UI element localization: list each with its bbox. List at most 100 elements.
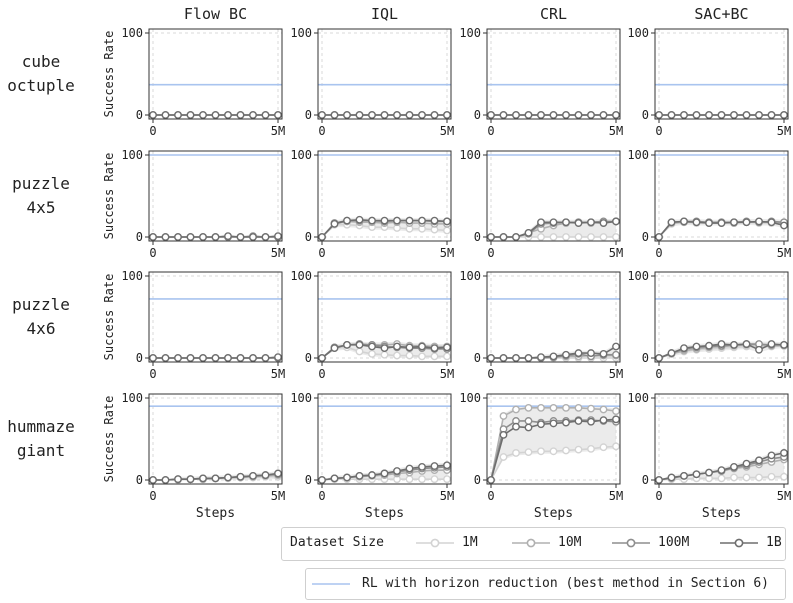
data-point-10m-5 [549, 403, 558, 412]
y-tick-label-0: 0 [474, 230, 481, 244]
y-tick-label-0: 0 [136, 473, 143, 487]
row-label-puzzle-4x6-line-1: 4x6 [27, 319, 56, 338]
data-point-1m-6 [393, 351, 401, 360]
data-point-1b-1 [330, 111, 339, 119]
y-tick-label-0: 0 [642, 351, 649, 365]
data-point-1b-7 [236, 111, 245, 119]
x-tick-label-0: 0 [655, 246, 662, 260]
x-tick-label-0: 0 [318, 367, 325, 381]
data-point-1b-8 [249, 471, 257, 480]
legend-marker-10m [512, 538, 550, 548]
x-tick-label-0: 0 [487, 489, 494, 503]
variance-band [659, 218, 784, 237]
y-tick-label-0: 0 [136, 108, 143, 122]
data-point-1b-5 [211, 111, 220, 119]
data-point-1b-0 [655, 111, 663, 119]
data-point-1m-9 [767, 472, 776, 481]
data-point-1b-1 [667, 218, 676, 227]
data-point-1b-6 [224, 473, 232, 482]
data-point-1b-4 [705, 219, 713, 227]
panel-sac-bc-puzzle-4x5: 0 100 0 5M [627, 148, 791, 260]
panel-iql-puzzle-4x5: 0 100 0 5M [290, 148, 454, 260]
data-point-1m-7 [742, 473, 751, 482]
panel-crl-hummaze-giant: 0 100 0 5M Steps [459, 391, 623, 521]
data-point-1b-4 [537, 111, 545, 119]
data-point-1b-10 [274, 232, 282, 241]
data-point-1b-7 [405, 216, 414, 225]
y-tick-label-1: 100 [121, 391, 143, 405]
data-point-1b-9 [599, 349, 608, 358]
row-label-puzzle-4x5-line-1: 4x5 [27, 198, 56, 217]
row-label-puzzle-4x5-line-0: puzzle [12, 174, 70, 193]
panel-frame [486, 150, 621, 242]
data-point-1b-10 [780, 111, 788, 119]
data-point-1b-2 [343, 111, 351, 119]
x-tick-label-1: 5M [777, 489, 791, 503]
data-point-1b-7 [574, 111, 583, 119]
panel-frame [148, 271, 283, 363]
data-point-1b-1 [499, 354, 508, 362]
data-point-1b-3 [186, 354, 195, 362]
data-point-1b-4 [705, 111, 713, 119]
data-point-1b-2 [512, 233, 520, 241]
data-point-1b-9 [430, 216, 439, 225]
y-axis-label: Success Rate [102, 396, 116, 483]
data-point-1b-9 [430, 344, 439, 353]
panel-frame [486, 393, 621, 485]
data-point-1b-6 [224, 354, 232, 362]
data-point-1b-3 [524, 111, 533, 119]
x-tick-label-0: 0 [318, 124, 325, 138]
data-point-1b-1 [499, 111, 508, 119]
y-tick-label-1: 100 [290, 269, 312, 283]
data-point-1b-7 [742, 340, 751, 348]
data-point-1b-0 [655, 233, 663, 241]
legend-label-1b: 1B [766, 535, 782, 550]
y-tick-label-0: 0 [474, 351, 481, 365]
data-point-1b-6 [393, 216, 401, 225]
data-point-1b-2 [343, 340, 351, 349]
panel-frame [148, 150, 283, 242]
y-tick-label-1: 100 [627, 269, 649, 283]
data-point-1m-6 [730, 473, 738, 482]
data-point-1b-2 [680, 111, 688, 119]
panel-sac-bc-puzzle-4x6: 0 100 0 5M [627, 269, 791, 381]
data-point-1m-9 [599, 233, 608, 241]
data-point-1b-8 [755, 217, 763, 226]
y-tick-label-1: 100 [459, 148, 481, 162]
data-point-1b-5 [549, 218, 558, 227]
y-tick-label-1: 100 [459, 391, 481, 405]
data-point-1b-6 [562, 218, 570, 227]
y-tick-label-1: 100 [290, 148, 312, 162]
data-point-1b-4 [368, 471, 376, 479]
x-tick-label-0: 0 [487, 124, 494, 138]
x-tick-label-1: 5M [440, 489, 454, 503]
data-point-1b-2 [680, 471, 688, 480]
data-point-1b-3 [692, 342, 701, 351]
data-point-1m-10 [443, 475, 451, 484]
data-point-1m-1 [499, 453, 508, 461]
row-label-cube-octuple-line-0: cube [22, 52, 61, 71]
y-tick-label-0: 0 [305, 230, 312, 244]
panel-frame [317, 393, 452, 485]
data-point-1b-8 [587, 349, 595, 357]
data-point-1b-8 [587, 111, 595, 119]
data-point-1b-3 [692, 218, 701, 227]
data-point-1m-5 [549, 447, 558, 456]
y-tick-label-1: 100 [459, 26, 481, 40]
y-tick-label-1: 100 [459, 269, 481, 283]
data-point-1m-3 [355, 347, 364, 356]
row-label-cube-octuple-line-1: octuple [7, 76, 74, 95]
data-point-1b-4 [537, 218, 545, 227]
data-point-1b-3 [524, 423, 533, 432]
data-point-1b-5 [380, 469, 389, 478]
data-point-1b-10 [780, 340, 788, 349]
data-point-1b-10 [612, 342, 620, 351]
data-point-1b-1 [161, 233, 170, 241]
data-point-1b-0 [149, 233, 157, 241]
y-tick-label-0: 0 [136, 230, 143, 244]
data-point-1b-3 [186, 111, 195, 119]
data-point-1b-2 [512, 422, 520, 431]
x-tick-label-0: 0 [149, 489, 156, 503]
dataset-size-legend: Dataset Size 1M 10M 100M 1B [281, 527, 786, 561]
